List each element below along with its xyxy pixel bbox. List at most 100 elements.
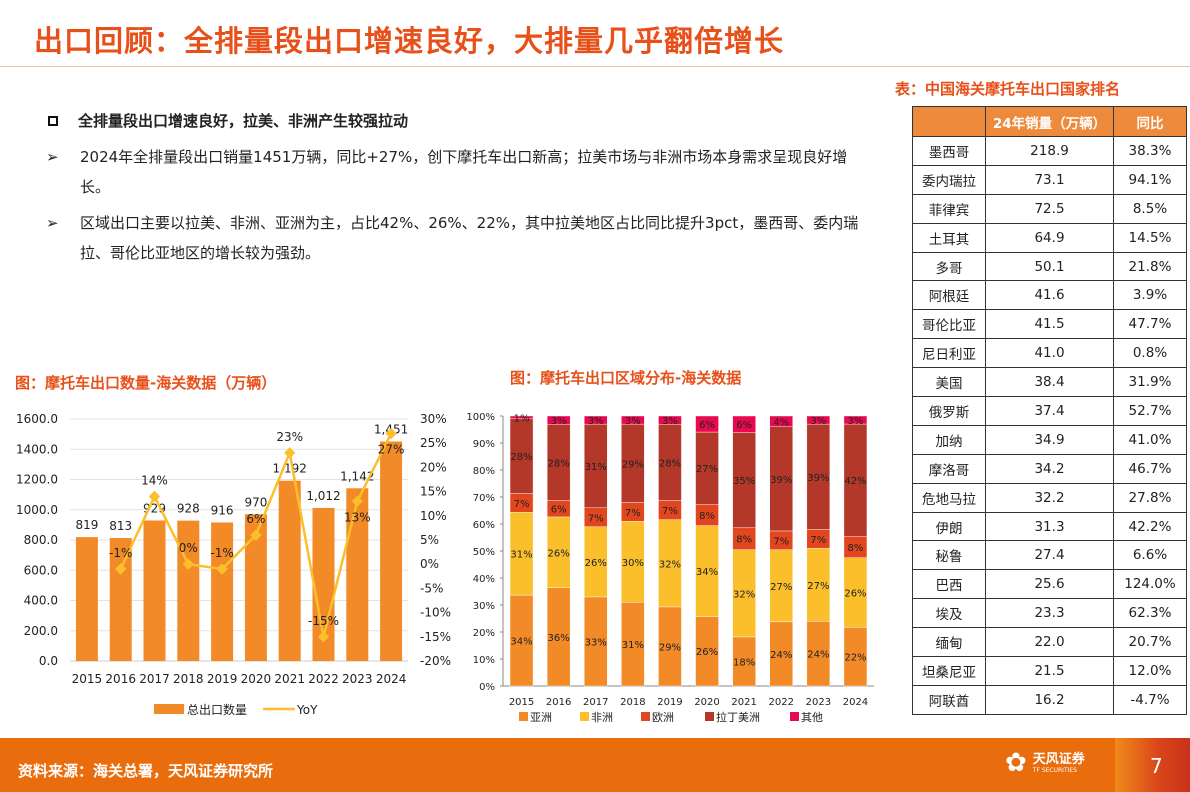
x-tick-label: 2017 — [139, 672, 170, 686]
table-row: 菲律宾 72.5 8.5% — [912, 193, 1187, 224]
bar-data-label: 813 — [109, 519, 132, 533]
table-cell: 俄罗斯 — [912, 396, 986, 426]
arrow-bullet-icon: ➢ — [46, 214, 59, 232]
bullet-heading: 全排量段出口增速良好，拉美、非洲产生较强拉动 — [46, 106, 876, 136]
y-tick-label: 70% — [473, 493, 495, 504]
table-cell: 27.4 — [985, 540, 1114, 571]
x-tick-label: 2022 — [769, 697, 794, 708]
table-cell: 21.5 — [985, 656, 1114, 686]
segment-data-label: 31% — [510, 550, 532, 561]
yoy-point — [385, 427, 397, 440]
stacked-segment — [843, 415, 868, 425]
segment-data-label: 28% — [548, 458, 570, 469]
segment-data-label: 27% — [696, 464, 718, 475]
bar-data-label: 928 — [177, 502, 200, 516]
table-row: 多哥 50.1 21.8% — [912, 251, 1187, 282]
segment-data-label: 18% — [733, 657, 755, 668]
bar-data-label: 1,192 — [273, 462, 307, 476]
segment-data-label: 3% — [848, 416, 864, 427]
segment-data-label: 7% — [625, 508, 641, 519]
y-tick-label: 100% — [466, 412, 495, 423]
segment-data-label: 29% — [659, 642, 681, 653]
y2-tick-label: 0% — [420, 557, 439, 571]
y2-tick-label: -15% — [420, 630, 451, 644]
table-row: 坦桑尼亚 21.5 12.0% — [912, 656, 1187, 686]
table-row: 埃及 23.3 62.3% — [912, 598, 1187, 629]
yoy-point — [250, 529, 262, 541]
heading-text: 全排量段出口增速良好，拉美、非洲产生较强拉动 — [78, 112, 409, 130]
flower-logo-icon: ✿ — [1005, 748, 1027, 778]
segment-data-label: 39% — [807, 473, 829, 484]
segment-data-label: 42% — [844, 476, 866, 487]
bullet-item: ➢ 2024年全排量段出口销量1451万辆，同比+27%，创下摩托车出口新高；拉美… — [46, 142, 876, 202]
x-tick-label: 2016 — [105, 672, 136, 686]
bar-data-label: 1,012 — [306, 489, 340, 503]
segment-data-label: 3% — [810, 416, 826, 427]
segment-data-label: 3% — [662, 416, 678, 427]
page-number: 7 — [1150, 754, 1163, 778]
stacked-segment — [658, 415, 682, 425]
y-tick-label: 1000.0 — [16, 503, 58, 517]
bar — [278, 480, 301, 661]
legend-label: 拉丁美洲 — [716, 710, 760, 724]
table-cell: 阿联酋 — [912, 684, 986, 715]
segment-data-label: 8% — [736, 535, 752, 546]
legend-label: 其他 — [801, 711, 823, 724]
y-tick-label: 600.0 — [24, 563, 58, 577]
bar — [109, 538, 132, 661]
table-cell: 25.6 — [985, 569, 1114, 600]
x-tick-label: 2016 — [546, 697, 571, 708]
table-row: 巴西 25.6 124.0% — [912, 569, 1187, 600]
table-cell: 41.0% — [1113, 424, 1187, 455]
segment-data-label: 24% — [807, 650, 829, 661]
table-cell: 12.0% — [1113, 656, 1187, 686]
segment-data-label: 6% — [736, 420, 752, 431]
yoy-data-label: 6% — [246, 512, 265, 526]
y2-tick-label: -10% — [420, 606, 451, 620]
table-row: 伊朗 31.3 42.2% — [912, 511, 1187, 542]
bar — [211, 522, 234, 661]
legend-label: 非洲 — [591, 711, 613, 724]
table-cell: 124.0% — [1113, 569, 1187, 600]
y-tick-label: 200.0 — [24, 624, 58, 638]
segment-data-label: 26% — [585, 558, 607, 569]
bar-data-label: 916 — [211, 503, 234, 517]
table-row: 阿根廷 41.6 3.9% — [912, 280, 1187, 311]
x-tick-label: 2021 — [731, 697, 756, 708]
yoy-point — [317, 631, 330, 643]
yoy-data-label: -1% — [109, 546, 132, 560]
table-header — [912, 106, 986, 137]
table-cell: 31.9% — [1113, 367, 1187, 398]
bar — [75, 537, 98, 661]
bar-data-label: 1,142 — [340, 469, 374, 483]
x-tick-label: 2015 — [72, 672, 103, 686]
arrow-bullet-icon: ➢ — [46, 148, 59, 166]
legend-label: YoY — [296, 703, 318, 717]
chart2-title: 图：摩托车出口区域分布-海关数据 — [510, 369, 742, 387]
y2-tick-label: 20% — [420, 460, 447, 474]
table-cell: 委内瑞拉 — [912, 164, 986, 195]
table-row: 阿联酋 16.2 -4.7% — [912, 684, 1187, 715]
table-row: 加纳 34.9 41.0% — [912, 424, 1187, 455]
segment-data-label: 28% — [659, 458, 681, 469]
square-bullet-icon — [48, 116, 58, 126]
bullet-text: 2024年全排量段出口销量1451万辆，同比+27%，创下摩托车出口新高；拉美市… — [80, 148, 848, 196]
segment-data-label: 32% — [659, 559, 681, 570]
chart1-title: 图：摩托车出口数量-海关数据（万辆） — [15, 374, 277, 392]
table-cell: 94.1% — [1113, 164, 1187, 195]
segment-data-label: 7% — [773, 536, 789, 547]
table-title: 表：中国海关摩托车出口国家排名 — [895, 80, 1121, 98]
segment-data-label: 34% — [510, 637, 532, 648]
y-tick-label: 1200.0 — [16, 473, 58, 487]
segment-data-label: 6% — [551, 505, 567, 516]
table-cell: 巴西 — [912, 569, 986, 600]
segment-data-label: 30% — [622, 558, 644, 569]
y2-tick-label: 15% — [420, 485, 447, 499]
table-cell: 坦桑尼亚 — [912, 656, 986, 686]
table-cell: 37.4 — [985, 396, 1114, 426]
y-tick-label: 1400.0 — [16, 442, 58, 456]
table-cell: 菲律宾 — [912, 193, 986, 224]
x-tick-label: 2019 — [207, 672, 238, 686]
x-tick-label: 2023 — [342, 672, 373, 686]
